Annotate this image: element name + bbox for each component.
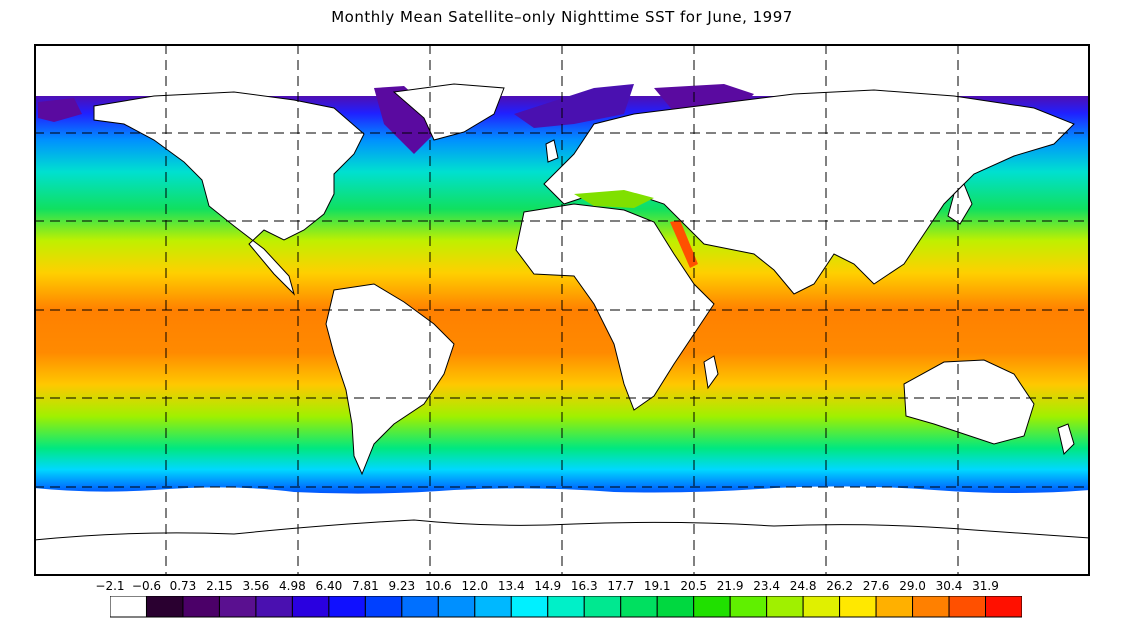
legend-swatch — [510, 595, 549, 618]
legend-swatch — [620, 595, 658, 618]
legend-tick-label: 31.9 — [972, 579, 999, 593]
legend-tick-label: 20.5 — [680, 579, 708, 593]
legend-tick-label: 19.1 — [643, 579, 671, 593]
legend-tick-label: 2.15 — [206, 579, 233, 593]
island-new-zealand — [1057, 423, 1075, 455]
legend-swatch — [437, 595, 476, 618]
mediterranean-sea — [574, 190, 654, 208]
legend-tick-label: 23.4 — [753, 579, 780, 593]
legend-swatch — [474, 595, 512, 618]
landmass-australia — [903, 359, 1035, 445]
island-uk — [545, 139, 559, 163]
landmass-greenland — [392, 83, 505, 141]
legend-swatch — [255, 595, 293, 618]
legend-swatch — [145, 595, 184, 618]
arctic-sea-patch — [38, 98, 82, 122]
legend-swatch — [802, 595, 841, 618]
red-sea — [670, 220, 698, 268]
legend-swatch — [948, 595, 987, 618]
legend-swatch — [985, 595, 1023, 618]
legend-tick-label: 29.0 — [899, 579, 926, 593]
legend-tick-label: 13.4 — [497, 579, 525, 593]
legend-tick-label: 21.9 — [716, 579, 744, 593]
legend-tick-label: 6.40 — [315, 579, 343, 593]
landmass-north-america — [93, 91, 365, 296]
legend-tick-label: 3.56 — [242, 579, 270, 593]
legend-swatch — [839, 595, 877, 618]
arctic-sea-patch — [514, 84, 634, 128]
legend-swatch — [547, 595, 585, 618]
legend-swatch — [182, 595, 220, 618]
legend-swatch — [364, 595, 403, 618]
legend-tick-label: 27.6 — [862, 579, 890, 593]
island-japan — [947, 183, 973, 225]
legend-swatch — [401, 595, 439, 618]
landmass-africa — [515, 203, 715, 411]
map-title: Monthly Mean Satellite–only Nighttime SS… — [331, 8, 793, 26]
landmass-south-america — [325, 283, 455, 476]
legend-tick-label: 16.3 — [570, 579, 598, 593]
legend-swatch — [291, 595, 330, 618]
legend-tick-label: 12.0 — [461, 579, 489, 593]
legend-tick-label: 4.98 — [279, 579, 306, 593]
island-madagascar — [703, 355, 719, 390]
legend-tick-label: 9.23 — [388, 579, 416, 593]
legend-swatch — [912, 595, 950, 618]
legend-tick-label: 30.4 — [935, 579, 963, 593]
legend-tick-label: −2.1 — [95, 579, 125, 593]
legend-swatch — [693, 595, 731, 618]
legend-tick-labels: −2.1 −0.6 0.73 2.15 3.56 4.98 6.40 7.81 9.23 10.6… — [90, 579, 1050, 595]
legend-tick-label: 26.2 — [826, 579, 853, 593]
legend-swatch — [583, 595, 622, 618]
landmass-eurasia — [543, 89, 1075, 295]
legend-swatch — [766, 595, 804, 618]
map-frame — [34, 44, 1090, 576]
legend-tick-label: 7.81 — [352, 579, 379, 593]
legend-swatch — [875, 595, 914, 618]
sst-map — [34, 44, 1090, 576]
color-legend — [109, 595, 1023, 622]
legend-tick-label: 14.9 — [534, 579, 562, 593]
legend-tick-label: 10.6 — [424, 579, 452, 593]
lat-lon-grid — [34, 44, 1090, 576]
legend-swatch — [218, 595, 257, 618]
legend-swatch — [328, 595, 366, 618]
legend-swatch — [109, 595, 147, 618]
legend-tick-label: −0.6 — [131, 579, 162, 593]
legend-swatch — [729, 595, 768, 618]
legend-tick-label: 17.7 — [607, 579, 635, 593]
legend-tick-label: 24.8 — [789, 579, 817, 593]
legend-tick-label: 0.73 — [169, 579, 197, 593]
legend-swatch — [656, 595, 695, 618]
